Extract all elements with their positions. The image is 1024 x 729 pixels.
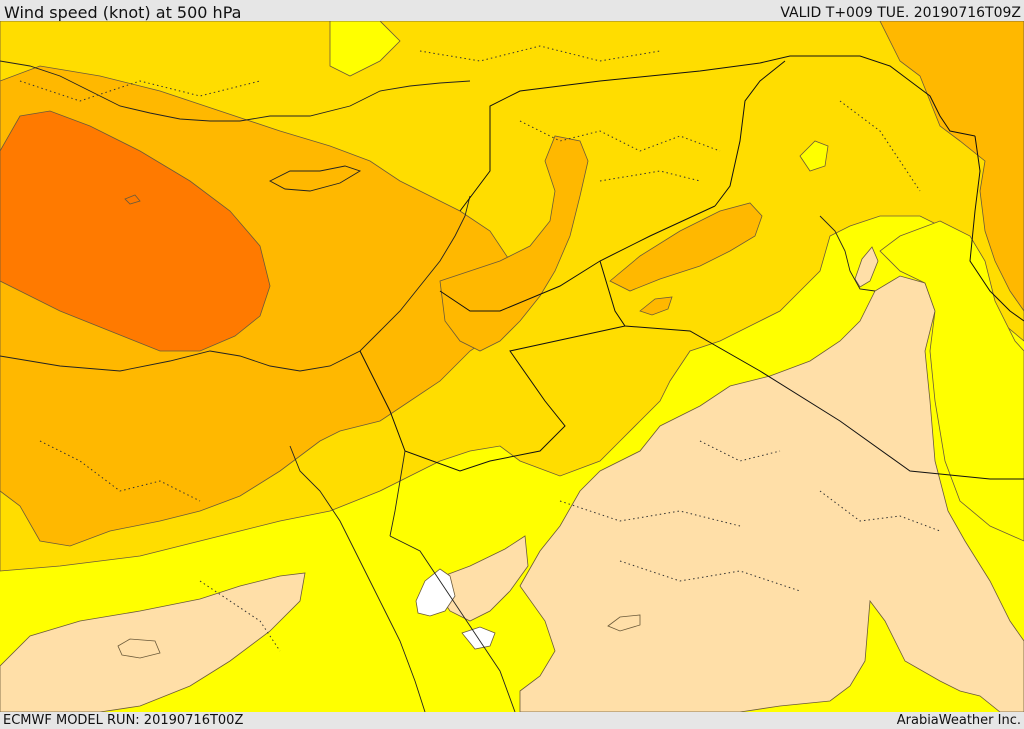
- valid-time-label: VALID T+009 TUE. 20190716T09Z: [780, 5, 1021, 21]
- border-iraq-iran: [969, 135, 1024, 322]
- calm-patch-sw: [117, 638, 161, 659]
- header-bar: Wind speed (knot) at 500 hPa VALID T+009…: [0, 0, 1024, 22]
- coastline-suez: [289, 445, 426, 712]
- admin-lines-north: [19, 45, 921, 192]
- map-title: Wind speed (knot) at 500 hPa: [4, 3, 242, 22]
- coastline-turkey: [0, 60, 471, 122]
- calm-region-iraq: [854, 246, 879, 288]
- max-core: [0, 110, 271, 352]
- max-core-pocket: [124, 194, 141, 205]
- high-band-iraq: [609, 202, 763, 292]
- calm-region-east-egypt: [429, 535, 529, 622]
- border-jordan-saudi: [439, 205, 716, 312]
- coastline-aqaba: [389, 450, 406, 537]
- low-band-levant: [799, 140, 829, 172]
- border-sinai: [359, 325, 626, 472]
- footer-bar: ECMWF MODEL RUN: 20190716T00Z ArabiaWeat…: [0, 712, 1024, 729]
- coastline-redsea: [389, 535, 516, 712]
- wind-speed-map[interactable]: [0, 21, 1024, 712]
- high-band-jordan: [439, 135, 589, 352]
- border-syria-iraq: [459, 55, 976, 212]
- coastline-cyprus: [269, 165, 362, 192]
- calm-patch-saudi: [607, 614, 641, 632]
- high-band-iraq-small: [639, 296, 673, 316]
- high-band-northeast: [879, 21, 1024, 312]
- border-saudi-iraq: [599, 260, 1024, 480]
- map-canvas: [0, 21, 1024, 712]
- credit-label: ArabiaWeather Inc.: [896, 713, 1021, 728]
- water-gap: [415, 568, 456, 617]
- calm-region-arabia: [519, 275, 1024, 712]
- mid-band-lowhole: [329, 21, 401, 77]
- coastline-gulf: [819, 215, 876, 292]
- coastline-med: [0, 195, 471, 372]
- model-run-label: ECMWF MODEL RUN: 20190716T00Z: [3, 713, 244, 728]
- border-jordan-iraq: [714, 60, 786, 207]
